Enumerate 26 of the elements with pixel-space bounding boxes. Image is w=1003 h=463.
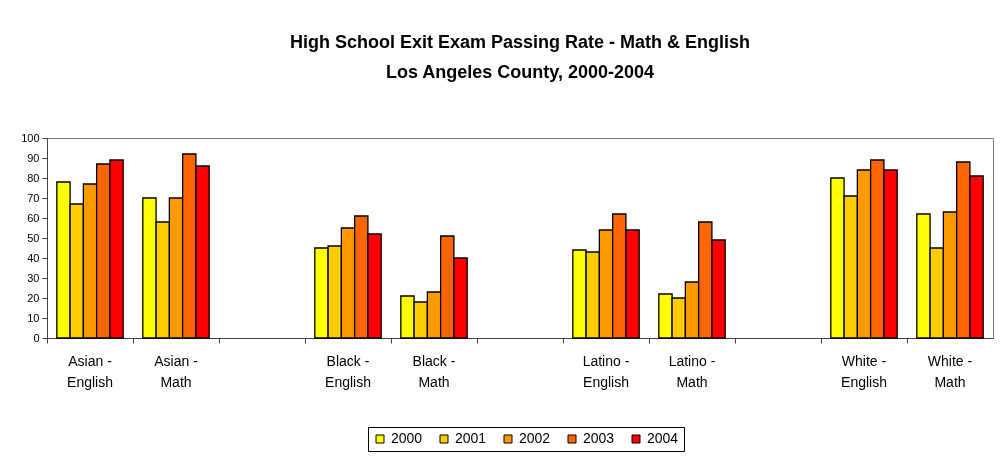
y-tick-label: 40 [27,251,40,264]
y-tick-label: 100 [21,131,40,144]
x-tick-label: Asian - English [67,352,113,390]
legend-label: 2002 [519,430,551,446]
y-tick-label: 20 [27,291,40,304]
y-tick-label: 10 [27,311,40,324]
chart-subtitle: Los Angeles County, 2000-2004 [385,62,655,82]
y-tick-label: 50 [27,231,40,244]
y-tick-label: 70 [27,191,40,204]
legend-label: 2000 [391,430,423,446]
x-tick-label: Latino - English [582,352,630,390]
legend-label: 2003 [583,430,615,446]
y-tick-label: 30 [27,271,40,284]
x-tick-label: Black - English [325,352,371,390]
x-tick-label: Asian - Math [154,352,199,390]
x-tick-label: White - Math [927,352,973,390]
legend-label: 2001 [455,430,487,446]
y-tick-label: 90 [27,151,40,164]
legend-label: 2004 [647,430,679,446]
x-tick-label: Latino - Math [668,352,716,390]
chart-title: High School Exit Exam Passing Rate - Math & English [289,32,751,52]
x-tick-label: Black - Math [412,352,456,390]
y-tick-label: 0 [33,331,40,344]
y-tick-label: 60 [27,211,40,224]
y-tick-label: 80 [27,171,40,184]
x-tick-label: White - English [841,352,887,390]
